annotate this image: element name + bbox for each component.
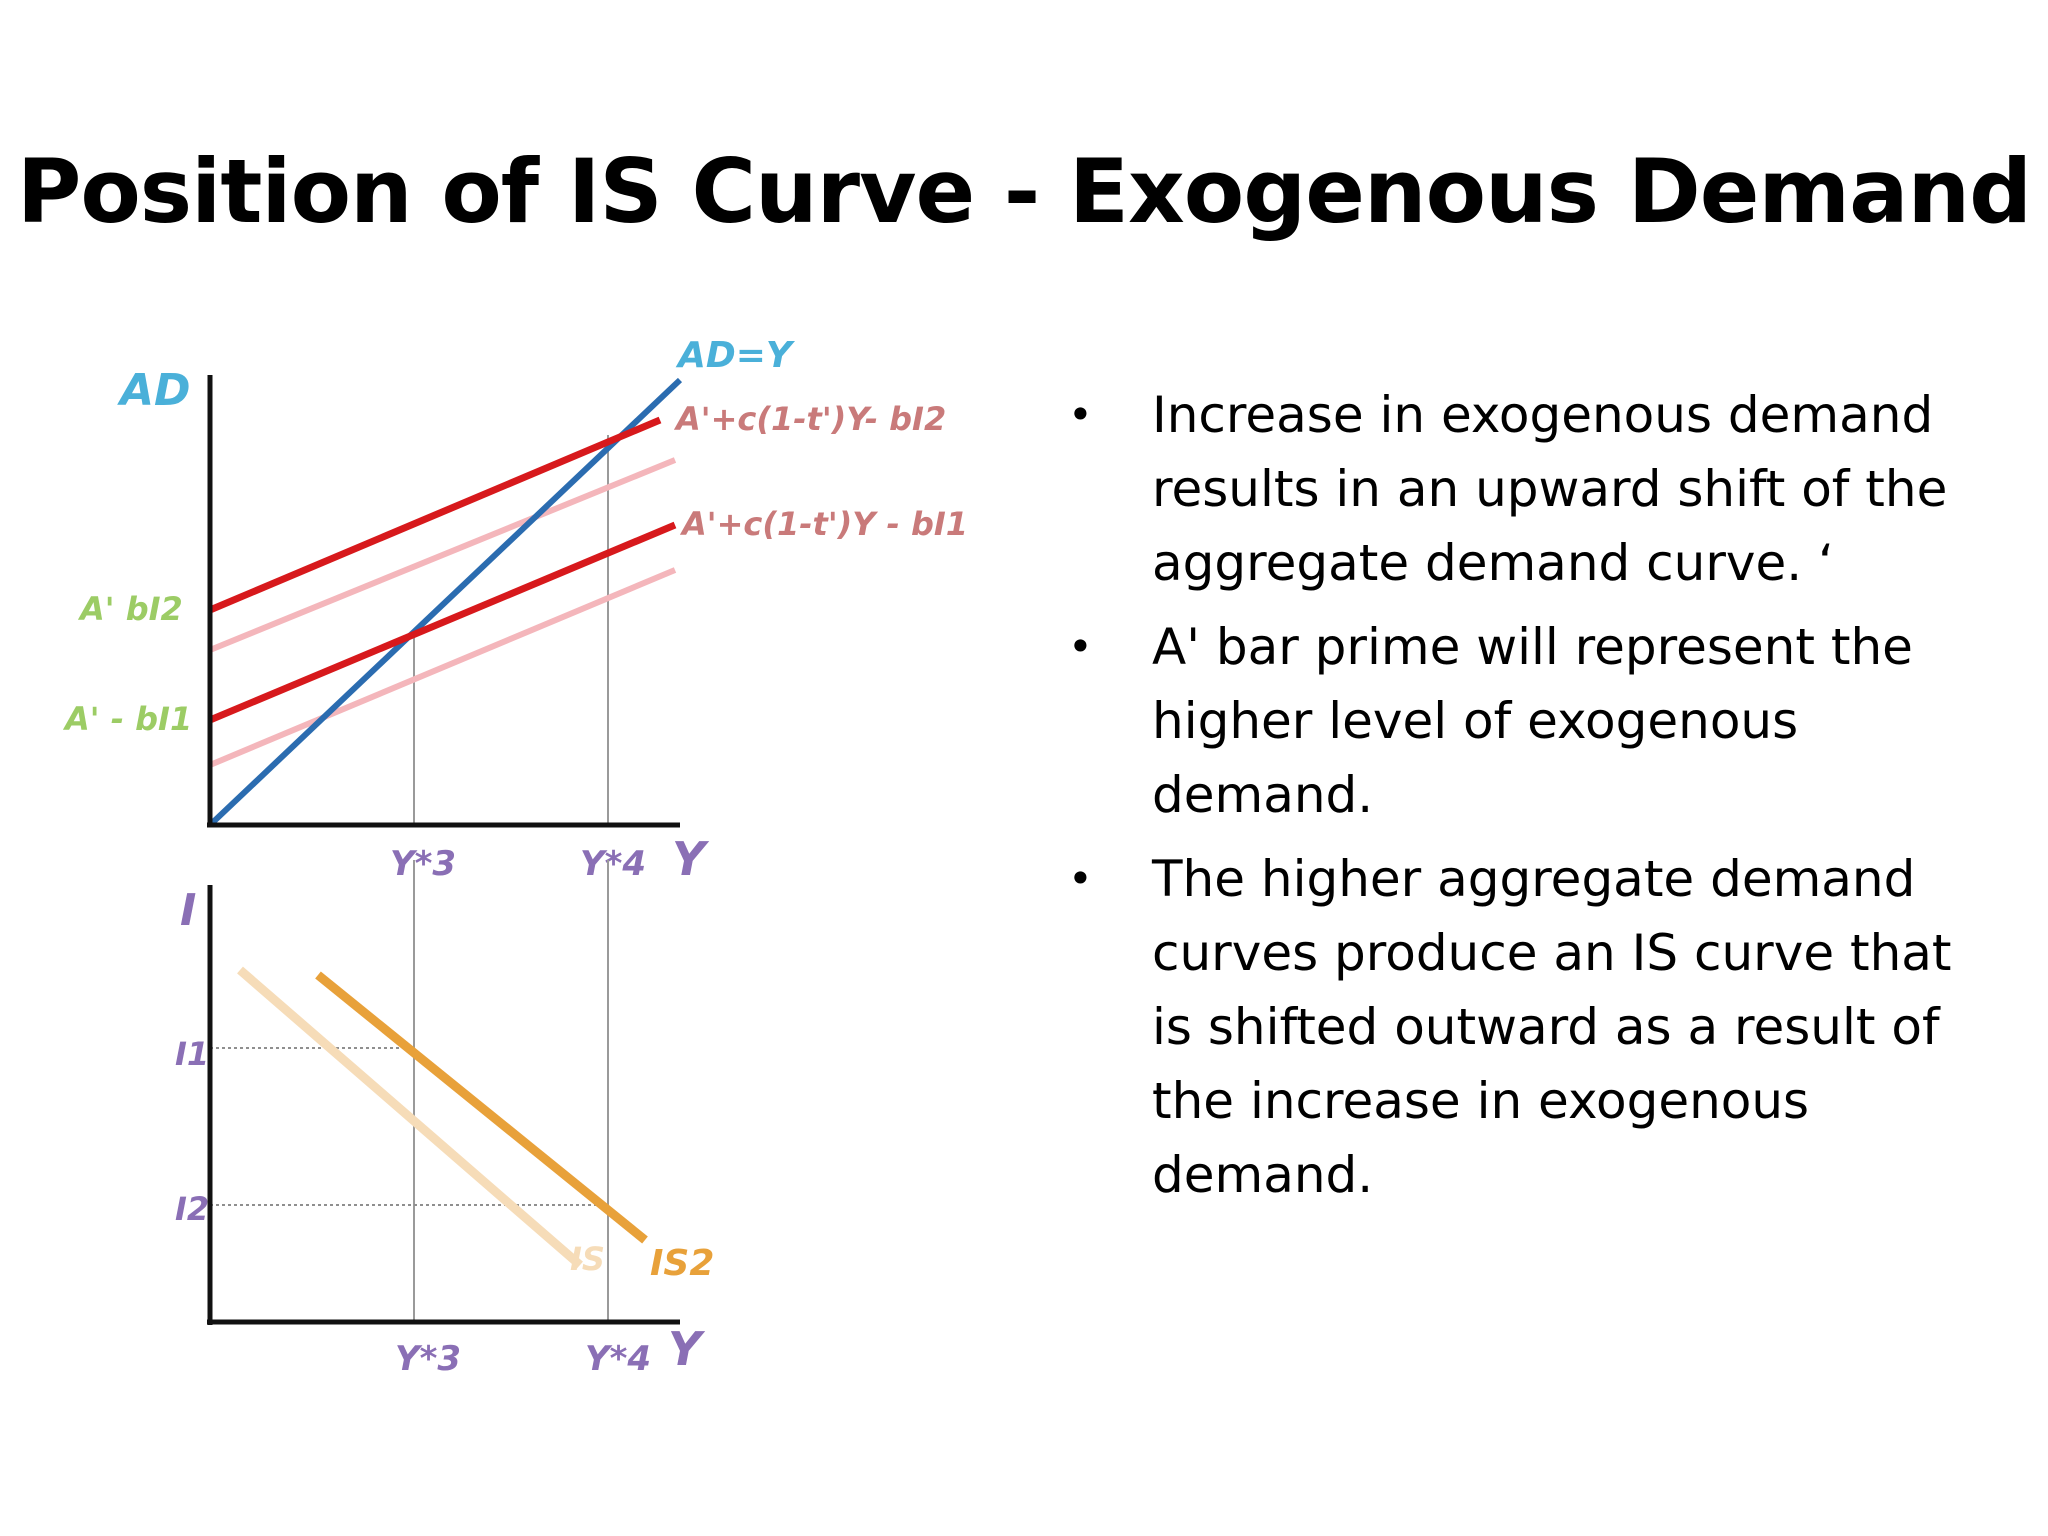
- bottom-x-axis-label: Y: [668, 1322, 706, 1376]
- is-curve-1: [237, 966, 583, 1269]
- intercept-high-label: A' bI2: [77, 590, 183, 628]
- bullet-text: Increase in exogenous demand results in …: [1152, 386, 1948, 592]
- bullet-list: • Increase in exogenous demand results i…: [1068, 378, 1968, 1222]
- is-curve-2: [315, 971, 648, 1244]
- tick-i1: I1: [175, 1035, 209, 1073]
- top-tick-y3: Y*3: [390, 844, 456, 884]
- bottom-tick-y3: Y*3: [395, 1339, 461, 1379]
- bullet-dot-icon: •: [1068, 854, 1093, 903]
- ad-line-high: [208, 416, 662, 614]
- bullet-item: • The higher aggregate demand curves pro…: [1068, 842, 1968, 1212]
- bottom-y-axis-label: I: [180, 885, 196, 936]
- ad-eq-y-label: AD=Y: [675, 335, 796, 376]
- intercept-low-label: A' - bI1: [62, 700, 192, 738]
- bullet-dot-icon: •: [1068, 622, 1093, 671]
- ad-line-high-label: A'+c(1-t')Y- bI2: [673, 400, 946, 438]
- ad-faded-upper: [208, 457, 677, 653]
- bullet-item: • A' bar prime will represent the higher…: [1068, 610, 1968, 832]
- top-y-axis-label: AD: [117, 365, 191, 416]
- is-curve-1-label: IS: [570, 1240, 605, 1278]
- tick-i2: I2: [175, 1190, 209, 1228]
- bullet-dot-icon: •: [1068, 390, 1093, 439]
- top-x-axis-label: Y: [672, 832, 710, 886]
- diagram-svg: AD AD=Y A'+c(1-t')Y- bI2 A'+c(1-t')Y - b…: [62, 335, 968, 1379]
- bottom-tick-y4: Y*4: [585, 1339, 651, 1379]
- bullet-text: The higher aggregate demand curves produ…: [1152, 850, 1952, 1204]
- bullet-text: A' bar prime will represent the higher l…: [1152, 618, 1913, 824]
- slide-title: Position of IS Curve - Exogenous Demand: [16, 140, 2032, 243]
- ad-line-low-label: A'+c(1-t')Y - bI1: [679, 505, 968, 543]
- top-tick-y4: Y*4: [580, 844, 646, 884]
- ad-faded-lower: [208, 567, 677, 768]
- ad-eq-y-line: [207, 377, 683, 828]
- is-curve-diagram: AD AD=Y A'+c(1-t')Y- bI2 A'+c(1-t')Y - b…: [50, 320, 1010, 1430]
- bullet-item: • Increase in exogenous demand results i…: [1068, 378, 1968, 600]
- is-curve-2-label: IS2: [650, 1243, 714, 1284]
- ad-line-low: [208, 521, 677, 724]
